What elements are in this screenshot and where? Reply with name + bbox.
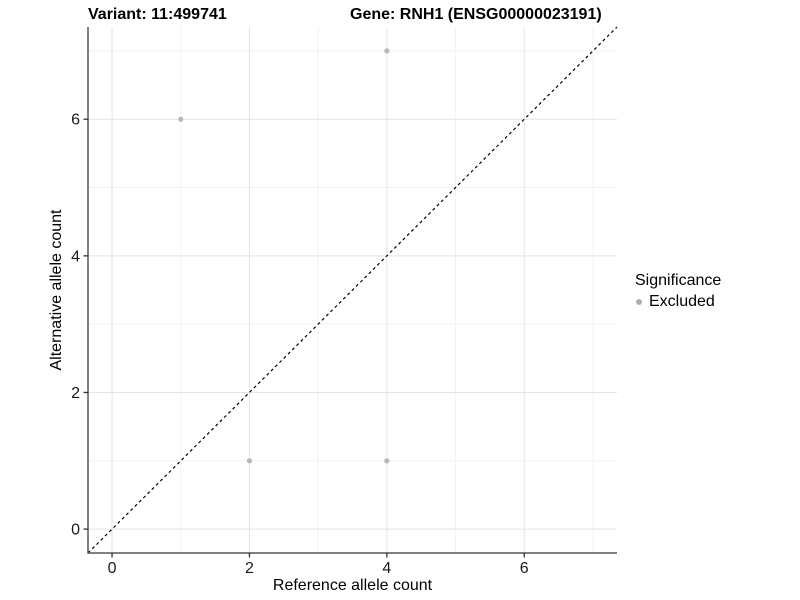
x-tick-label: 6: [520, 560, 529, 577]
data-point: [178, 116, 184, 122]
x-axis-label: Reference allele count: [272, 577, 433, 594]
data-point: [246, 458, 253, 464]
identity-line: [87, 26, 618, 554]
variant-title: Variant: 11:499741: [88, 6, 227, 23]
data-point: [384, 458, 390, 464]
legend-item-excluded: Excluded: [635, 292, 721, 311]
gene-title: Gene: RNH1 (ENSG00000023191): [350, 6, 602, 23]
x-tick-label: 2: [245, 560, 254, 577]
legend-item-label: Excluded: [649, 293, 715, 310]
y-tick-label: 0: [71, 522, 80, 539]
y-axis-label: Alternative allele count: [48, 209, 65, 371]
y-tick-label: 6: [71, 112, 80, 129]
y-tick-label: 4: [71, 248, 80, 265]
x-tick-label: 4: [382, 560, 391, 577]
legend: Significance Excluded: [635, 271, 721, 311]
circle-icon: [636, 298, 642, 305]
legend-title: Significance: [635, 272, 722, 289]
y-tick-label: 2: [71, 385, 80, 402]
data-point: [384, 48, 390, 54]
x-tick-label: 0: [108, 560, 117, 577]
